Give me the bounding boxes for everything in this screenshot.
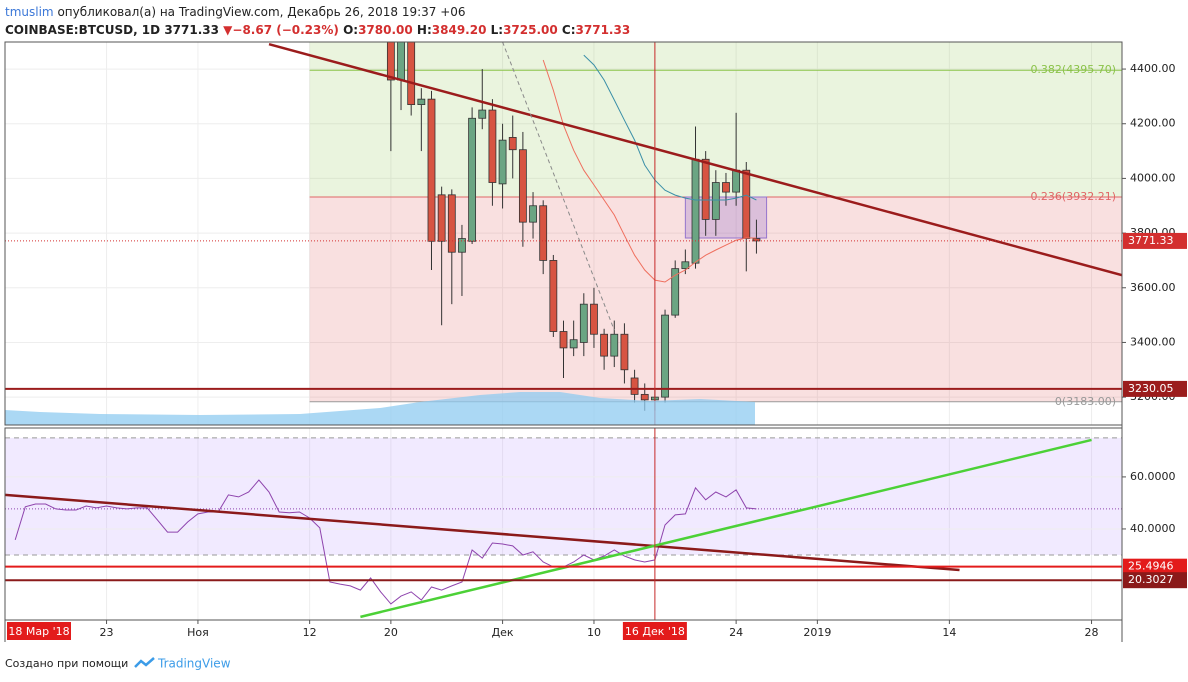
trendline (360, 438, 1092, 619)
candle-body (610, 333, 619, 357)
candle-body (590, 303, 598, 335)
candle-body (386, 42, 395, 81)
o: 3780.00 (358, 23, 413, 37)
published: опубликовал(а) на TradingView.com, Декаб… (57, 5, 465, 19)
start-tag (7, 622, 71, 640)
fib-label: 0(3183.00) (1055, 395, 1116, 408)
price-tag-label: 25.4946 (1128, 560, 1174, 573)
l: 3725.00 (503, 23, 558, 37)
footer-text: Создано при помощи (5, 657, 128, 670)
price-tag (1123, 380, 1187, 397)
candle-body (427, 98, 436, 242)
c: 3771.33 (576, 23, 631, 37)
candle-body (752, 238, 761, 242)
y-tick-label: 3600.00 (1130, 281, 1176, 294)
candle-body (458, 238, 466, 253)
candle-body (722, 182, 730, 193)
candle-body (437, 194, 446, 242)
x-tick-label: 20 (384, 626, 398, 639)
candle-body (539, 205, 548, 261)
x-tick-label: 28 (1085, 626, 1099, 639)
rsi-pane (5, 428, 1122, 620)
crosshair-tag (622, 622, 687, 640)
start-label: 18 Мар '18 (8, 625, 69, 638)
x-tick-label: 24 (729, 626, 743, 639)
price-tag (1123, 232, 1187, 249)
candle-body (417, 98, 426, 106)
candle-body (529, 205, 537, 223)
candle-body (681, 261, 690, 270)
candle-body (447, 194, 456, 253)
candle-body (691, 158, 700, 264)
candle-body (488, 109, 497, 183)
price-tag (1123, 572, 1187, 589)
y-tick-label: 4400.00 (1130, 62, 1176, 75)
x-tick-label: 14 (942, 626, 956, 639)
candle-body (518, 149, 527, 223)
x-tick-label: 10 (587, 626, 601, 639)
rsi-band (5, 437, 1122, 555)
price-tag-label: 20.3027 (1128, 573, 1174, 586)
candle-body (407, 42, 416, 106)
candle-body (600, 333, 609, 357)
candle-body (640, 393, 649, 401)
quote-line: COINBASE:BTCUSD, 1D 3771.33 ▼−8.67 (−0.2… (5, 23, 630, 37)
symbol: COINBASE:BTCUSD, 1D (5, 23, 160, 37)
y-tick-label: 40.0000 (1130, 522, 1176, 535)
x-tick-label: 2019 (803, 626, 831, 639)
y-tick-label: 4000.00 (1130, 171, 1176, 184)
candle-body (671, 268, 680, 316)
candle-body (630, 377, 639, 395)
fib-label: 0.382(4395.70) (1030, 63, 1116, 76)
moving-average (542, 59, 757, 283)
arrow: ▼ (223, 23, 233, 37)
l-label: L: (491, 23, 503, 37)
candle-body (549, 260, 558, 332)
h: 3849.20 (432, 23, 487, 37)
price-tag-label: 3230.05 (1128, 382, 1174, 395)
change: −8.67 (−0.23%) (232, 23, 339, 37)
o-label: O: (343, 23, 358, 37)
candle-body (478, 109, 487, 119)
axes: 23Ноя1220Дек1024201914283200.003400.0036… (7, 62, 1187, 640)
rsi-line (14, 479, 757, 605)
candle-body (661, 314, 669, 398)
candle-body (701, 158, 710, 220)
moving-average (583, 54, 757, 201)
candle-body (579, 303, 588, 343)
c-label: C: (562, 23, 576, 37)
header-line: tmuslim опубликовал(а) на TradingView.co… (5, 5, 466, 19)
brand-logo (134, 657, 155, 668)
x-tick-label: 23 (100, 626, 114, 639)
trendline (502, 42, 615, 331)
candle-body (508, 137, 517, 151)
candle-body (742, 169, 751, 239)
candle-body (732, 169, 741, 193)
fib-label: 0.236(3932.21) (1030, 190, 1116, 203)
y-tick-label: 4200.00 (1130, 117, 1176, 130)
trendline (5, 493, 960, 572)
last: 3771.33 (164, 23, 219, 37)
trendline (268, 42, 1122, 277)
x-tick-label: Дек (492, 626, 514, 639)
crosshair-label: 16 Дек '18 (625, 625, 685, 638)
candle-body (711, 182, 720, 220)
footer-brand: TradingView (157, 657, 231, 671)
price-pane: 0.382(4395.70) 0.236(3932.21) 0(3183.00) (5, 42, 1122, 425)
y-tick-label: 3400.00 (1130, 335, 1176, 348)
candle-body (559, 331, 568, 349)
volume-decoration (5, 392, 755, 425)
h-label: H: (417, 23, 432, 37)
price-tag (1123, 558, 1187, 575)
candle-body (620, 333, 629, 371)
x-tick-label: Ноя (187, 626, 209, 639)
y-tick-label: 60.0000 (1130, 470, 1176, 483)
candle-body (468, 117, 477, 242)
candle-body (569, 339, 578, 349)
user: tmuslim (5, 5, 54, 19)
x-tick-label: 12 (303, 626, 317, 639)
price-tag-label: 3771.33 (1128, 234, 1174, 247)
candle-body (498, 139, 507, 185)
